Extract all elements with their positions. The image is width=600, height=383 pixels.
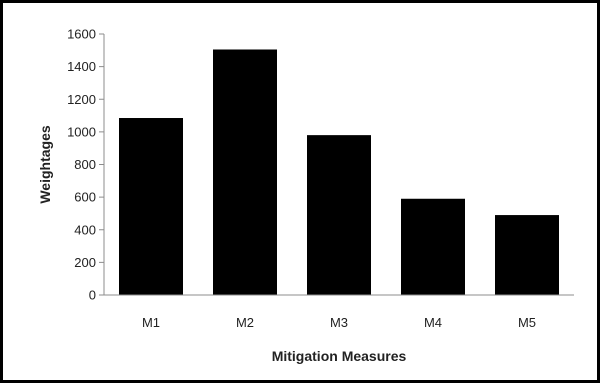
y-tick-label: 1000 — [67, 124, 96, 139]
axes-layer — [99, 33, 574, 296]
x-tick-label: M2 — [236, 315, 254, 330]
bar-m4 — [401, 198, 465, 295]
bar-m2 — [213, 49, 277, 296]
bar-m1 — [119, 118, 183, 296]
x-axis-title: Mitigation Measures — [272, 348, 407, 364]
y-axis-title: Weightages — [37, 125, 53, 204]
y-tick-label: 1200 — [67, 92, 96, 107]
y-tick-label: 400 — [74, 222, 96, 237]
y-tick-label: 600 — [74, 190, 96, 205]
y-tick-label: 1400 — [67, 59, 96, 74]
x-tick-label: M3 — [330, 315, 348, 330]
y-tick-label: 800 — [74, 157, 96, 172]
x-tick-label: M4 — [424, 315, 442, 330]
bar-m5 — [495, 215, 559, 295]
bars-layer — [119, 49, 559, 296]
y-tick-label: 1600 — [67, 27, 96, 42]
y-tick-label: 0 — [89, 288, 96, 303]
x-tick-label: M1 — [142, 315, 160, 330]
y-tick-label: 200 — [74, 255, 96, 270]
bar-m3 — [307, 135, 371, 295]
x-tick-label: M5 — [518, 315, 536, 330]
labels-layer: 0 200 400 600 800 1000 1200 1400 1600 M1 M2 M3 M4 M5 — [67, 27, 536, 331]
